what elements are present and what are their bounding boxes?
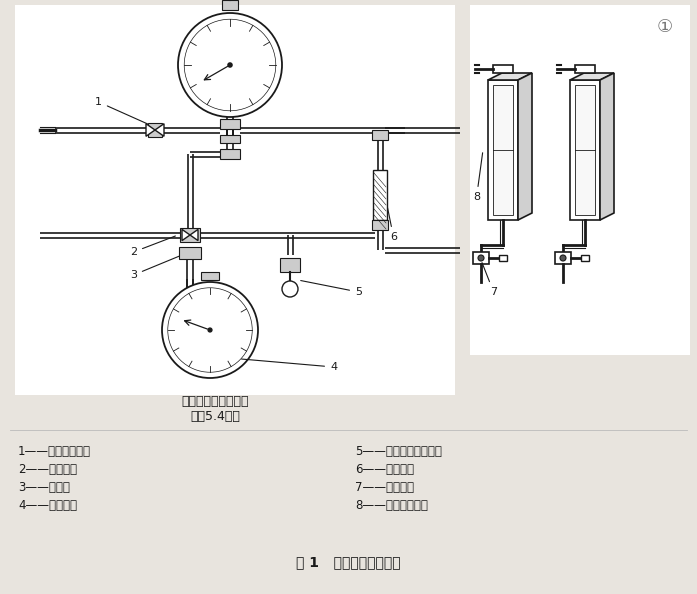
Circle shape	[560, 255, 566, 261]
Text: 另一种气流测量装置: 另一种气流测量装置	[181, 395, 249, 408]
Bar	[220, 119, 240, 129]
Bar	[581, 255, 589, 261]
Bar	[372, 130, 388, 140]
Bar	[148, 123, 162, 137]
Text: 5——精密压力调节器；: 5——精密压力调节器；	[355, 445, 442, 458]
Circle shape	[162, 282, 258, 378]
Bar	[575, 85, 595, 215]
Polygon shape	[182, 229, 190, 241]
Bar	[372, 220, 388, 230]
Text: 图 1   氧指数设备示意图: 图 1 氧指数设备示意图	[296, 555, 400, 569]
Text: 7: 7	[482, 263, 497, 297]
Bar	[222, 0, 238, 10]
Polygon shape	[190, 229, 198, 241]
Bar	[555, 252, 571, 264]
Polygon shape	[155, 124, 164, 136]
Text: 5: 5	[300, 280, 362, 297]
Text: ①: ①	[657, 18, 673, 36]
Bar	[179, 247, 201, 259]
Bar	[575, 65, 595, 73]
Text: 4——压力表；: 4——压力表；	[18, 499, 77, 512]
Bar	[493, 65, 513, 73]
Text: 1——气体预混点；: 1——气体预混点；	[18, 445, 91, 458]
Bar	[373, 170, 387, 220]
Text: 4: 4	[242, 359, 337, 372]
Bar	[280, 258, 300, 272]
Text: 8——气体流量计。: 8——气体流量计。	[355, 499, 428, 512]
Bar	[488, 80, 518, 220]
Circle shape	[178, 13, 282, 117]
Bar	[15, 5, 455, 395]
Polygon shape	[518, 73, 532, 220]
Bar	[220, 135, 240, 143]
Polygon shape	[146, 124, 155, 136]
Bar	[201, 272, 219, 280]
Text: 3: 3	[130, 256, 179, 280]
Bar	[180, 228, 200, 242]
Text: 6——过滤器；: 6——过滤器；	[355, 463, 414, 476]
Text: （见5.4注）: （见5.4注）	[190, 410, 240, 423]
Polygon shape	[600, 73, 614, 220]
Bar	[220, 149, 240, 159]
Circle shape	[208, 328, 212, 332]
Circle shape	[282, 281, 298, 297]
Bar	[493, 85, 513, 215]
Text: 3——接口；: 3——接口；	[18, 481, 70, 494]
Bar	[473, 252, 489, 264]
Bar	[570, 80, 600, 220]
Bar	[499, 255, 507, 261]
Text: 8: 8	[473, 153, 482, 202]
Text: 7——针形阀；: 7——针形阀；	[355, 481, 414, 494]
Circle shape	[478, 255, 484, 261]
Text: 2——截止阀；: 2——截止阀；	[18, 463, 77, 476]
Text: 6: 6	[388, 208, 397, 242]
Polygon shape	[488, 73, 532, 80]
Text: 1: 1	[95, 97, 148, 124]
Bar	[470, 5, 690, 355]
Polygon shape	[570, 73, 614, 80]
Text: 2: 2	[130, 236, 176, 257]
Circle shape	[228, 63, 232, 67]
